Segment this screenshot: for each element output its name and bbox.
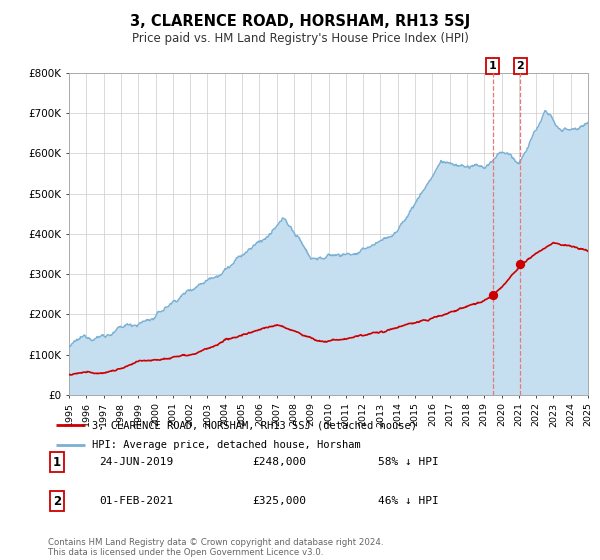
Text: 3, CLARENCE ROAD, HORSHAM, RH13 5SJ: 3, CLARENCE ROAD, HORSHAM, RH13 5SJ <box>130 14 470 29</box>
Text: 58% ↓ HPI: 58% ↓ HPI <box>378 457 439 467</box>
Text: £248,000: £248,000 <box>252 457 306 467</box>
Text: 1: 1 <box>488 61 496 71</box>
Text: 24-JUN-2019: 24-JUN-2019 <box>99 457 173 467</box>
Text: 2: 2 <box>517 61 524 71</box>
Text: 1: 1 <box>53 455 61 469</box>
Point <box>515 259 525 268</box>
Text: Price paid vs. HM Land Registry's House Price Index (HPI): Price paid vs. HM Land Registry's House … <box>131 32 469 45</box>
Text: 2: 2 <box>53 494 61 508</box>
Text: Contains HM Land Registry data © Crown copyright and database right 2024.
This d: Contains HM Land Registry data © Crown c… <box>48 538 383 557</box>
Point <box>488 291 497 300</box>
Text: £325,000: £325,000 <box>252 496 306 506</box>
Text: HPI: Average price, detached house, Horsham: HPI: Average price, detached house, Hors… <box>92 441 361 450</box>
Text: 01-FEB-2021: 01-FEB-2021 <box>99 496 173 506</box>
Text: 46% ↓ HPI: 46% ↓ HPI <box>378 496 439 506</box>
Text: 3, CLARENCE ROAD, HORSHAM, RH13 5SJ (detached house): 3, CLARENCE ROAD, HORSHAM, RH13 5SJ (det… <box>92 421 418 430</box>
